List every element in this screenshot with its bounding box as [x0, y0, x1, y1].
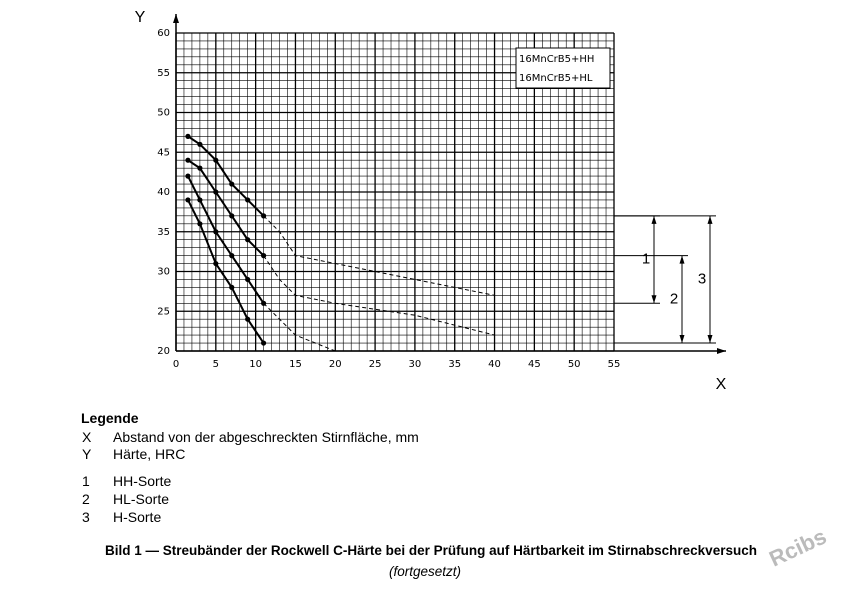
point [245, 197, 251, 203]
legend-key: 2 [82, 491, 90, 507]
x-tick-label: 10 [249, 359, 262, 370]
x-axis-label: X [716, 376, 727, 393]
point [197, 221, 203, 227]
y-axis-label: Y [135, 9, 146, 26]
point [213, 157, 219, 163]
y-axis-arrow [173, 14, 179, 23]
point [213, 260, 219, 267]
curve [263, 302, 336, 352]
y-tick-label: 35 [157, 227, 170, 238]
point [245, 237, 251, 243]
x-tick-label: 45 [528, 359, 541, 370]
point [185, 197, 191, 203]
x-tick-label: 40 [488, 359, 501, 370]
caption-note: (fortgesetzt) [388, 564, 462, 579]
band-label: 3 [698, 270, 706, 287]
point [197, 197, 203, 203]
y-tick-label: 55 [157, 68, 170, 79]
point [245, 276, 251, 283]
annotation-box [515, 47, 611, 89]
point [229, 181, 235, 187]
curve [263, 215, 495, 296]
y-tick-label: 40 [157, 187, 170, 198]
point [185, 157, 191, 163]
x-tick-label: 35 [448, 359, 461, 370]
legend-key: X [82, 429, 92, 445]
y-tick-label: 45 [157, 147, 170, 158]
point [197, 141, 203, 147]
point [245, 316, 251, 322]
curve [187, 175, 265, 304]
legend-key: 1 [82, 473, 90, 489]
y-tick-label: 30 [157, 267, 170, 278]
curve [187, 199, 265, 344]
legend-text: H-Sorte [113, 509, 162, 525]
point [185, 133, 191, 139]
point [213, 189, 219, 195]
curve [263, 255, 495, 336]
x-tick-label: 0 [173, 359, 179, 370]
y-tick-label: 25 [157, 306, 170, 317]
y-tick-label: 60 [157, 28, 170, 39]
annotation: 16MnCrB5+HH [519, 54, 594, 65]
y-tick-label: 20 [157, 346, 170, 357]
point [185, 173, 191, 179]
point [229, 284, 235, 290]
legend-title: Legende [81, 410, 139, 426]
x-tick-label: 20 [329, 359, 342, 370]
annotation: 16MnCrB5+HL [519, 73, 593, 84]
caption: Bild 1 — Streubänder der Rockwell C-Härt… [105, 543, 757, 558]
x-tick-label: 55 [608, 359, 621, 370]
legend-key: 3 [82, 509, 90, 525]
point [213, 229, 219, 235]
legend-key: Y [82, 446, 92, 462]
legend-text: Härte, HRC [113, 446, 186, 462]
band-label: 2 [670, 290, 678, 307]
point [197, 165, 203, 171]
point [229, 253, 235, 259]
point [261, 340, 267, 346]
point [229, 213, 235, 219]
x-tick-label: 5 [213, 359, 219, 370]
x-tick-label: 25 [369, 359, 382, 370]
x-tick-label: 15 [289, 359, 302, 370]
legend-text: Abstand von der abgeschreckten Stirnfläc… [113, 429, 419, 445]
x-tick-label: 30 [409, 359, 422, 370]
chart: Y X 0 5 10 15 20 25 30 35 40 45 50 55 20 25 30 35 40 45 50… [135, 9, 727, 393]
x-tick-label: 50 [568, 359, 581, 370]
legend-text: HL-Sorte [113, 491, 170, 507]
legend-text: HH-Sorte [113, 473, 172, 489]
band-label: 1 [642, 251, 650, 268]
y-tick-label: 50 [157, 108, 170, 119]
x-axis-arrow [717, 348, 726, 354]
